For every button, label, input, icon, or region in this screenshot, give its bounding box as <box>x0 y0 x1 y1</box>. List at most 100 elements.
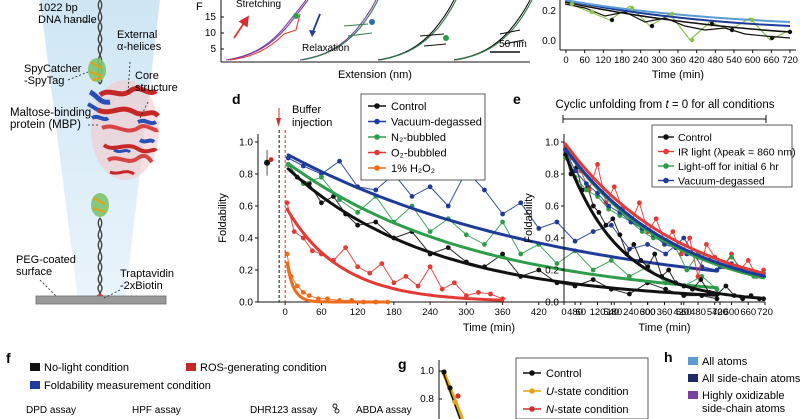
label-line: protein (MBP) <box>10 119 81 131</box>
label-line: 1022 bp <box>38 2 78 14</box>
panel-d-data-point <box>476 290 481 295</box>
panel-e-title-part: = 0 for all conditions <box>669 99 775 111</box>
abda-molecule-icon <box>332 403 340 414</box>
panel-d-data-point <box>373 187 379 193</box>
mbp-label: Maltose-binding protein (MBP) <box>10 107 91 131</box>
scale-bar-label: 50 nm <box>499 39 527 50</box>
panel-e-xtick-label: 180 <box>606 307 622 318</box>
panel-e-title-part: t <box>665 99 669 111</box>
panel-d-data-point <box>427 184 433 190</box>
panel-d-data-point <box>488 291 493 297</box>
panel-d-fit-curve <box>286 167 719 297</box>
panel-e-ytick-label: 0.2 <box>545 266 559 277</box>
panel-d-data-point <box>379 261 385 266</box>
traptavidin-label: Traptavidin -2xBiotin <box>120 268 174 292</box>
panel-d-ytick-label: 0.0 <box>239 298 253 309</box>
panel-e: e Cyclic unfolding from t = 0 for all co… <box>513 91 796 334</box>
top-right-xtick-group: 0 60 120 180 240 300 360 420 480 540 600 660 720 <box>563 50 798 66</box>
panel-e-ytick-label: 0.6 <box>545 202 559 213</box>
panel-c-xlabel: Extension (nm) <box>338 69 412 81</box>
panel-e-xtick-label: 120 <box>590 307 606 318</box>
panel-h: h All atoms All side-chain atoms Highly … <box>664 349 800 415</box>
panel-e-title-part: Cyclic unfolding from <box>556 99 666 111</box>
panel-d-data-point <box>681 235 687 241</box>
panel-d-data-point <box>451 280 457 286</box>
panel-d-fit-curve <box>286 153 719 273</box>
panel-c-ytick: 5 <box>210 44 216 55</box>
panel-e-data-point <box>687 235 693 241</box>
panel-d-data-point <box>572 238 578 244</box>
panel-d-data-point <box>315 296 321 302</box>
top-right-xtick-label: 180 <box>614 55 630 66</box>
panel-e-legend-label: Vacuum-degassed <box>678 176 765 188</box>
panel-e-data-point <box>617 232 623 238</box>
panel-e-data-point <box>603 222 609 228</box>
spycatcher-upper <box>88 58 106 82</box>
panel-d-xtick-label: 720 <box>712 307 728 318</box>
panel-d-xtick-label: 660 <box>676 307 692 318</box>
panel-d-data-point <box>325 296 330 302</box>
top-right-points <box>569 1 793 43</box>
panel-d-data-point <box>608 222 614 228</box>
panel-d-data-point <box>536 267 542 273</box>
core-structure-label: Core structure <box>135 70 178 94</box>
panel-e-fit-curve <box>563 147 766 278</box>
panel-d-legend-marker <box>374 134 380 140</box>
top-right-ytick: 0.0 <box>542 36 556 47</box>
panel-h-letter: h <box>664 349 673 365</box>
panel-g-letter: g <box>398 356 407 372</box>
panel-e-legend-label: Control <box>678 132 712 144</box>
highly-oxidizable-line: side-chain atoms <box>702 403 786 415</box>
panel-d-data-point <box>482 187 487 193</box>
top-right-xtick-label: 480 <box>707 55 723 66</box>
panel-d-ytick-label: 0.8 <box>239 170 253 181</box>
panel-d-data-point <box>319 200 324 206</box>
panel-d-data-point <box>500 219 505 225</box>
top-right-xtick-label: 660 <box>763 55 779 66</box>
panel-e-legend-marker <box>663 134 669 140</box>
dna-handle-label: 1022 bp DNA handle <box>38 2 97 26</box>
panel-g-legend-marker <box>529 370 535 376</box>
panel-d-xtick-label: 540 <box>603 307 619 318</box>
panel-e-legend-label: Light-off for initial 6 hr <box>678 161 779 173</box>
panel-e-data-point <box>695 274 701 279</box>
state-letter: U <box>546 386 554 398</box>
panel-d-data-point <box>645 242 650 247</box>
panel-e-xtick-label: 720 <box>757 307 773 318</box>
top-right-xtick-label: 360 <box>670 55 686 66</box>
label-line: External <box>117 29 157 41</box>
spycatcher-leader <box>67 71 89 81</box>
panel-e-legend-marker <box>663 163 669 169</box>
panel-e-legend-marker <box>663 177 669 184</box>
peg-surface-slab <box>35 295 167 305</box>
panel-d-letter: d <box>232 91 241 107</box>
top-right-xtick-label: 300 <box>651 55 667 66</box>
panel-g-legend-control: Control <box>546 368 581 380</box>
panel-f: f No-light condition ROS-generating cond… <box>6 350 412 416</box>
panel-d-data-point <box>518 251 524 257</box>
panel-d-data-point <box>355 264 361 270</box>
panel-d-data-point <box>427 229 433 235</box>
top-right-xlabel: Time (min) <box>652 69 704 81</box>
panel-d-data-point <box>300 290 306 295</box>
panel-e-xtick-label: 540 <box>707 307 723 318</box>
panel-e-fit-curve <box>563 152 766 300</box>
panel-e-data-point <box>745 258 751 263</box>
panel-g-legend-n-state: N-state condition <box>546 404 629 416</box>
panel-d-data-point <box>409 194 415 199</box>
top-right-xtick-label: 120 <box>595 55 611 66</box>
label-line: surface <box>16 266 52 278</box>
panel-f-letter: f <box>6 350 11 366</box>
panel-d-data-point <box>343 245 348 251</box>
assay-label-abda: ABDA assay <box>356 405 412 416</box>
panel-e-letter: e <box>513 91 521 107</box>
panel-e-data-point <box>684 267 690 273</box>
label-line: SpyCatcher <box>24 63 82 75</box>
panel-d-data-point <box>306 293 312 298</box>
panel-d-initial-point <box>264 159 271 166</box>
panel-e-xtick-label: 420 <box>673 307 689 318</box>
panel-e-data-point <box>636 200 642 206</box>
buffer-injection-line: Buffer <box>292 104 321 116</box>
ros-generating-label: ROS-generating condition <box>200 362 327 374</box>
